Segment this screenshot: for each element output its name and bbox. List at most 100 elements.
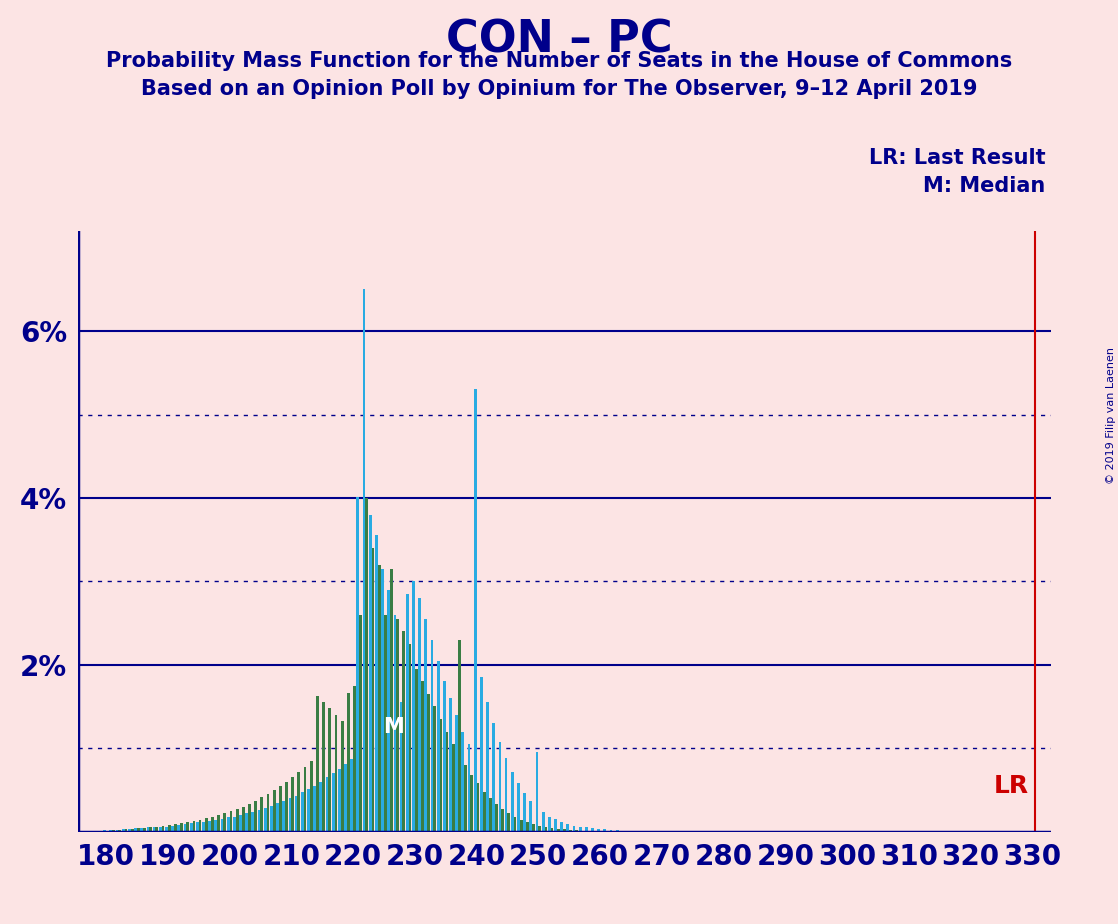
Text: Probability Mass Function for the Number of Seats in the House of Commons: Probability Mass Function for the Number…: [106, 51, 1012, 71]
Bar: [525, 822, 529, 832]
Bar: [557, 829, 560, 832]
Bar: [174, 824, 177, 832]
Bar: [462, 732, 464, 832]
Bar: [288, 798, 292, 832]
Bar: [474, 390, 476, 832]
Bar: [418, 598, 421, 832]
Bar: [192, 821, 196, 832]
Bar: [190, 823, 192, 832]
Text: Based on an Opinion Poll by Opinium for The Observer, 9–12 April 2019: Based on an Opinion Poll by Opinium for …: [141, 79, 977, 99]
Bar: [273, 790, 275, 832]
Bar: [532, 824, 534, 832]
Bar: [134, 828, 136, 832]
Bar: [205, 819, 208, 832]
Bar: [171, 826, 174, 832]
Bar: [115, 830, 119, 832]
Bar: [421, 682, 424, 832]
Bar: [332, 773, 334, 832]
Bar: [229, 810, 233, 832]
Bar: [378, 565, 380, 832]
Bar: [350, 759, 353, 832]
Bar: [187, 822, 189, 832]
Bar: [313, 785, 316, 832]
Bar: [155, 827, 159, 832]
Bar: [266, 794, 269, 832]
Bar: [292, 776, 294, 832]
Bar: [180, 823, 183, 832]
Bar: [271, 806, 273, 832]
Bar: [387, 590, 390, 832]
Bar: [112, 830, 115, 832]
Bar: [383, 614, 387, 832]
Bar: [572, 826, 576, 832]
Bar: [285, 782, 288, 832]
Bar: [437, 661, 439, 832]
Bar: [347, 693, 350, 832]
Bar: [530, 801, 532, 832]
Bar: [119, 830, 121, 832]
Bar: [394, 614, 396, 832]
Bar: [551, 828, 553, 832]
Bar: [501, 809, 504, 832]
Bar: [211, 817, 214, 832]
Bar: [131, 829, 133, 832]
Bar: [591, 828, 594, 832]
Bar: [295, 796, 297, 832]
Bar: [513, 817, 517, 832]
Bar: [260, 797, 263, 832]
Bar: [499, 741, 501, 832]
Bar: [508, 813, 510, 832]
Bar: [523, 793, 525, 832]
Bar: [467, 744, 471, 832]
Bar: [415, 669, 418, 832]
Bar: [396, 619, 399, 832]
Bar: [486, 702, 489, 832]
Bar: [563, 829, 566, 832]
Bar: [409, 644, 411, 832]
Bar: [264, 808, 266, 832]
Bar: [236, 809, 238, 832]
Bar: [183, 824, 187, 832]
Bar: [434, 707, 436, 832]
Bar: [381, 569, 383, 832]
Bar: [150, 827, 152, 832]
Text: M: Median: M: Median: [923, 176, 1045, 196]
Bar: [604, 829, 606, 832]
Bar: [489, 798, 492, 832]
Bar: [542, 812, 544, 832]
Bar: [458, 639, 461, 832]
Bar: [495, 804, 498, 832]
Bar: [464, 765, 467, 832]
Bar: [357, 497, 359, 832]
Bar: [511, 772, 513, 832]
Bar: [227, 818, 229, 832]
Text: M: M: [382, 717, 404, 737]
Bar: [585, 827, 588, 832]
Bar: [371, 548, 375, 832]
Bar: [252, 811, 254, 832]
Text: LR: Last Result: LR: Last Result: [869, 148, 1045, 168]
Bar: [241, 807, 245, 832]
Bar: [257, 810, 260, 832]
Bar: [548, 817, 551, 832]
Bar: [400, 702, 402, 832]
Bar: [341, 721, 343, 832]
Bar: [143, 828, 145, 832]
Bar: [202, 821, 205, 832]
Bar: [280, 785, 282, 832]
Bar: [165, 827, 168, 832]
Bar: [576, 830, 578, 832]
Bar: [136, 828, 140, 832]
Bar: [413, 581, 415, 832]
Bar: [199, 820, 201, 832]
Bar: [492, 723, 495, 832]
Bar: [449, 699, 452, 832]
Bar: [153, 827, 155, 832]
Bar: [320, 782, 322, 832]
Bar: [196, 822, 199, 832]
Text: CON – PC: CON – PC: [446, 18, 672, 62]
Bar: [168, 825, 171, 832]
Bar: [560, 821, 563, 832]
Bar: [217, 815, 220, 832]
Bar: [517, 784, 520, 832]
